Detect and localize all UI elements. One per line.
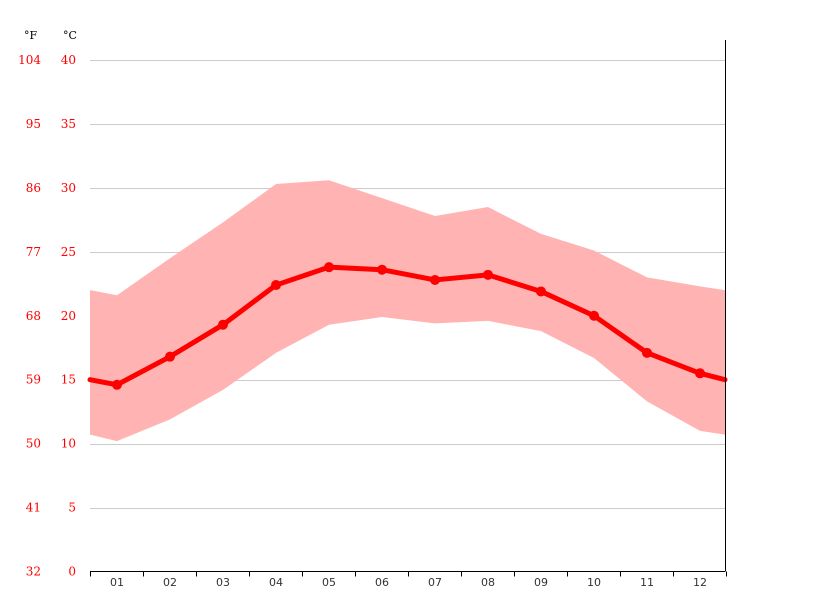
axes xyxy=(90,40,727,577)
month-label-05: 05 xyxy=(322,576,336,589)
fahrenheit-tick-label: 32 xyxy=(26,565,41,579)
month-label-02: 02 xyxy=(163,576,177,589)
x-axis-labels: 01 02 03 04 05 06 07 08 09 10 11 12 xyxy=(110,576,707,589)
mean-point-05 xyxy=(324,262,334,273)
fahrenheit-tick-label: 86 xyxy=(26,181,41,195)
month-label-09: 09 xyxy=(534,576,548,589)
mean-point-07 xyxy=(430,274,440,285)
month-label-10: 10 xyxy=(587,576,601,589)
celsius-tick-label: 0 xyxy=(68,565,76,579)
mean-point-10 xyxy=(589,310,599,321)
celsius-tick-label: 20 xyxy=(61,309,76,323)
month-label-06: 06 xyxy=(375,576,389,589)
celsius-tick-label: 15 xyxy=(61,373,76,387)
fahrenheit-tick-label: 104 xyxy=(18,53,41,67)
month-label-08: 08 xyxy=(481,576,495,589)
mean-point-03 xyxy=(218,319,228,330)
month-label-07: 07 xyxy=(428,576,442,589)
mean-point-01 xyxy=(112,379,122,390)
fahrenheit-tick-label: 50 xyxy=(26,437,41,451)
month-label-04: 04 xyxy=(269,576,283,589)
mean-point-11 xyxy=(642,347,652,358)
celsius-unit-label: °C xyxy=(63,29,77,42)
mean-temperature-line xyxy=(87,264,728,388)
fahrenheit-tick-label: 68 xyxy=(26,309,41,323)
y-axis-labels: °F °C 32 0 41 5 50 10 59 15 68 20 77 25 86 30 95 35 104 4… xyxy=(18,29,77,579)
celsius-tick-label: 25 xyxy=(61,245,76,259)
month-label-03: 03 xyxy=(216,576,230,589)
mean-point-04 xyxy=(271,280,281,291)
fahrenheit-tick-label: 41 xyxy=(26,501,41,515)
celsius-tick-label: 35 xyxy=(61,117,76,131)
mean-temperature-points xyxy=(112,262,705,390)
month-label-12: 12 xyxy=(693,576,707,589)
celsius-tick-label: 40 xyxy=(61,53,76,67)
month-label-11: 11 xyxy=(640,576,654,589)
month-label-01: 01 xyxy=(110,576,124,589)
mean-point-12 xyxy=(695,368,705,379)
mean-point-09 xyxy=(536,286,546,297)
fahrenheit-tick-label: 95 xyxy=(26,117,41,131)
fahrenheit-unit-label: °F xyxy=(24,29,38,42)
mean-point-02 xyxy=(165,351,175,362)
temperature-range-band xyxy=(90,180,725,442)
celsius-tick-label: 30 xyxy=(61,181,76,195)
celsius-tick-label: 10 xyxy=(61,437,76,451)
fahrenheit-tick-label: 77 xyxy=(26,245,41,259)
mean-point-08 xyxy=(483,269,493,280)
celsius-tick-label: 5 xyxy=(68,501,76,515)
mean-point-06 xyxy=(377,264,387,275)
fahrenheit-tick-label: 59 xyxy=(26,373,41,387)
